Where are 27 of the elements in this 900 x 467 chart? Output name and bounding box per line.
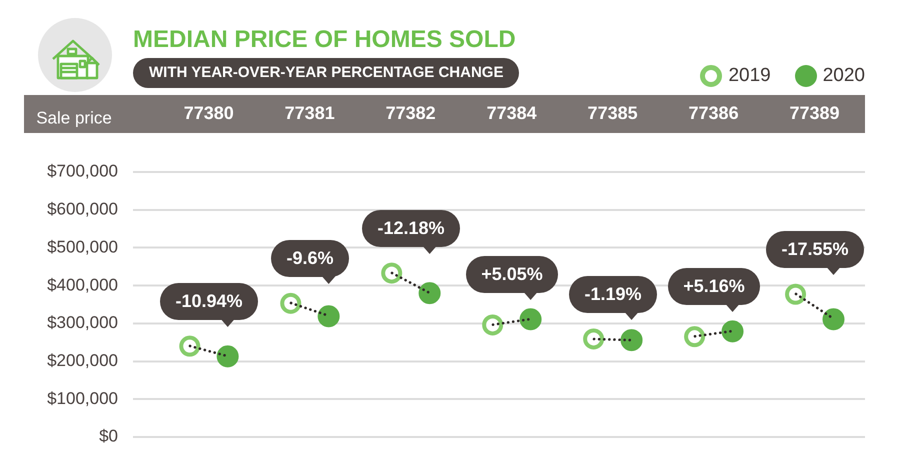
annotation: -10.94% [174,290,244,313]
annotation: +5.05% [480,263,544,286]
y-tick-label: $600,000 [47,200,118,219]
annotation: -17.55% [780,238,850,261]
chart-title: MEDIAN PRICE OF HOMES SOLD [133,26,516,53]
annotation: +5.16% [682,275,746,298]
annotation: -1.19% [583,283,643,306]
y-axis-title: Sale price [36,108,112,128]
annotation: -9.6% [285,247,335,270]
legend-label: 2019 [728,65,771,87]
x-tick-label: 77382 [386,103,436,124]
y-tick-label: $500,000 [47,237,118,256]
annotation: -12.18% [376,217,446,240]
x-tick-label: 77389 [789,103,840,124]
x-tick-label: 77386 [688,103,739,124]
x-tick-label: 77384 [486,103,537,124]
x-tick-label: 77380 [184,103,234,124]
x-tick-label: 77385 [588,103,638,124]
y-tick-label: $300,000 [47,313,118,332]
chart-subtitle: WITH YEAR-OVER-YEAR PERCENTAGE CHANGE [133,58,520,88]
y-tick-label: $400,000 [47,275,118,294]
x-tick-label: 77381 [284,103,335,124]
y-tick-label: $200,000 [47,350,118,370]
y-tick-label: $100,000 [47,388,118,408]
legend-label: 2020 [822,65,865,87]
y-tick-label: $0 [99,426,118,446]
y-tick-label: $700,000 [47,162,118,181]
